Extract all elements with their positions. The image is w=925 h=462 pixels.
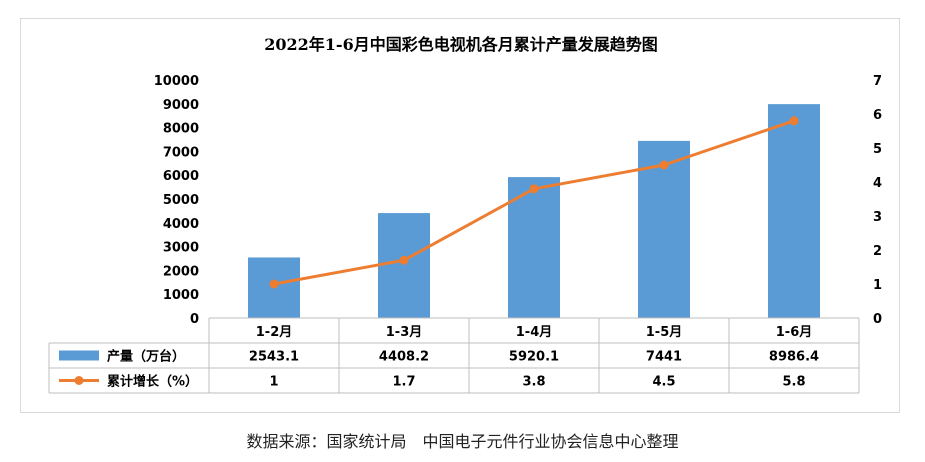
legend-key-marker (74, 376, 84, 385)
y-left-tick-label: 7000 (163, 145, 199, 160)
series-label: 产量（万台） (107, 349, 185, 365)
category-label: 1-6月 (776, 325, 813, 340)
category-label: 1-5月 (646, 325, 683, 340)
y-left-tick-label: 6000 (163, 169, 199, 184)
y-right-tick-label: 2 (873, 244, 882, 259)
bar-1-4月 (508, 177, 560, 318)
y-left-tick-label: 0 (190, 312, 199, 327)
chart-title: 2022年1-6月中国彩色电视机各月累计产量发展趋势图 (264, 35, 657, 54)
y-right-tick-label: 4 (873, 176, 882, 191)
y-right-tick-label: 7 (873, 74, 882, 89)
category-label: 1-4月 (516, 325, 553, 340)
growth-point-1-5月 (659, 160, 669, 170)
y-right-tick-label: 1 (873, 278, 882, 293)
table-cell: 7441 (646, 350, 682, 365)
series-label: 累计增长（%） (107, 374, 198, 390)
table-cell: 4.5 (652, 375, 675, 390)
source-note: 数据来源：国家统计局 中国电子元件行业协会信息中心整理 (246, 432, 679, 451)
y-right-tick-label: 6 (873, 108, 882, 123)
growth-point-1-4月 (529, 184, 539, 194)
category-label: 1-3月 (386, 325, 423, 340)
growth-point-1-3月 (399, 255, 409, 265)
table-cell: 1 (269, 375, 278, 390)
bar-1-3月 (378, 213, 430, 318)
y-left-tick-label: 9000 (163, 98, 199, 113)
bar-1-5月 (638, 140, 690, 318)
growth-point-1-6月 (789, 116, 799, 126)
y-left-tick-label: 5000 (163, 193, 199, 208)
bar-1-6月 (768, 104, 820, 318)
table-cell: 5.8 (782, 375, 805, 390)
table-cell: 8986.4 (769, 350, 819, 365)
growth-point-1-2月 (269, 279, 279, 289)
y-left-tick-label: 2000 (163, 264, 199, 279)
y-left-tick-label: 3000 (163, 241, 199, 256)
table-cell: 1.7 (392, 375, 415, 390)
y-right-tick-label: 3 (873, 210, 882, 225)
y-left-tick-label: 4000 (163, 217, 199, 232)
table-cell: 3.8 (522, 375, 545, 390)
chart-frame: 2022年1-6月中国彩色电视机各月累计产量发展趋势图 0 1000 2000 3000… (20, 18, 900, 413)
legend-key-bar (59, 350, 99, 361)
y-left-tick-label: 1000 (163, 288, 199, 303)
table-cell: 5920.1 (509, 350, 559, 365)
y-right-tick-label: 0 (873, 312, 882, 327)
table-cell: 4408.2 (379, 350, 429, 365)
category-label: 1-2月 (256, 325, 293, 340)
y-left-tick-label: 8000 (163, 122, 199, 137)
y-left-tick-label: 10000 (154, 74, 199, 89)
y-right-tick-label: 5 (873, 142, 882, 157)
table-cell: 2543.1 (249, 350, 299, 365)
chart-canvas: 2022年1-6月中国彩色电视机各月累计产量发展趋势图 0 1000 2000 3000… (48, 35, 882, 394)
